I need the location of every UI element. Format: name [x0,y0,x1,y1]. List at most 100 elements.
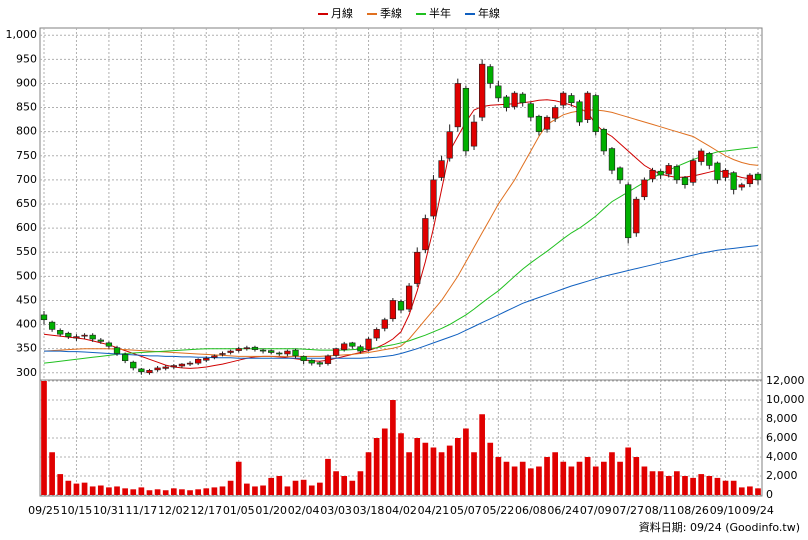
volume-bar [49,452,55,495]
volume-tick-label: 8,000 [766,412,798,425]
volume-bar [211,487,218,495]
x-tick-label: 07/27 [612,504,644,517]
candle-body [543,116,551,130]
candle-body [40,314,48,321]
candle-body [625,184,632,239]
candle-body [584,92,591,120]
volume-bar [747,486,753,495]
candle-body [568,95,575,104]
volume-bar [519,461,526,495]
candle-body [438,160,445,178]
candle-body [698,150,705,162]
candle-body [592,95,599,132]
candle-body [446,131,453,159]
volume-bar [584,457,591,495]
volume-bar [649,471,656,495]
volume-bar [414,438,421,495]
candle-body [276,352,283,355]
x-tick-label: 08/11 [645,504,677,517]
volume-bar [430,447,437,495]
y-tick-label: 550 [16,245,37,258]
legend-label: 年線 [478,6,500,20]
candle-body [105,342,113,347]
volume-bar [682,476,688,495]
volume-bar [446,445,453,495]
volume-bar [73,483,80,495]
candle-body [341,343,348,350]
ma-line [43,109,759,357]
volume-bar [722,480,729,495]
candle-body [146,370,153,374]
volume-bar [738,487,745,495]
candle-body [478,63,486,118]
volume-bar [325,458,331,495]
volume-bar [308,485,315,495]
candle-body [48,321,56,330]
x-tick-label: 12/02 [158,504,190,517]
candle-body [130,361,137,369]
volume-bar [552,452,558,495]
volume-tick-label: 6,000 [766,431,798,444]
candle-body [373,329,380,339]
candle-body [73,336,80,339]
volume-bar [454,438,461,495]
candle-body [186,362,194,365]
candle-body [97,339,104,342]
volume-bar [609,452,615,495]
volume-bar [438,452,445,495]
candle-body [633,198,640,234]
y-tick-label: 500 [16,269,37,282]
volume-bar [300,479,307,495]
volume-bar [471,452,477,495]
candle-body [706,153,713,166]
y-tick-label: 850 [16,101,37,114]
volume-bar [674,471,680,495]
candle-body [430,179,437,217]
volume-bar [755,488,761,495]
volume-bar [154,489,161,495]
volume-bar [235,461,242,495]
candle-body [746,174,754,185]
candle-body [422,218,429,251]
volume-bar [244,483,250,495]
y-tick-label: 650 [16,197,37,210]
y-tick-label: 750 [16,149,37,162]
candle-body [243,347,250,349]
candle-body [81,334,88,337]
candle-body [649,169,656,180]
candle-body [178,363,186,367]
candle-body [462,87,470,152]
candle-body [470,121,478,147]
volume-bar [576,461,583,495]
candle-body [308,359,315,364]
volume-bar [592,466,599,495]
y-tick-label: 950 [16,52,37,65]
candle-body [722,169,729,178]
volume-bar [122,488,128,495]
candle-body [665,165,672,175]
volume-bar [284,486,291,495]
volume-bar [292,480,299,495]
candle-body [754,173,762,181]
candle-body [332,348,340,356]
volume-bar [601,461,607,495]
candle-body [560,92,567,106]
volume-bar [503,461,510,495]
x-tick-label: 09/24 [742,504,774,517]
candle-body [300,356,307,362]
x-tick-label: 04/21 [418,504,450,517]
candle-body [357,346,364,352]
candle-body [235,348,242,351]
volume-bar [276,476,283,495]
x-tick-label: 12/17 [190,504,222,517]
volume-bar [495,457,502,495]
candle-body [259,349,267,352]
y-tick-label: 800 [16,125,37,138]
x-tick-label: 01/20 [255,504,287,517]
candle-body [495,85,502,99]
volume-bar [317,482,323,495]
volume-bar [81,482,88,495]
volume-bar [170,488,177,495]
volume-bar [536,466,542,495]
